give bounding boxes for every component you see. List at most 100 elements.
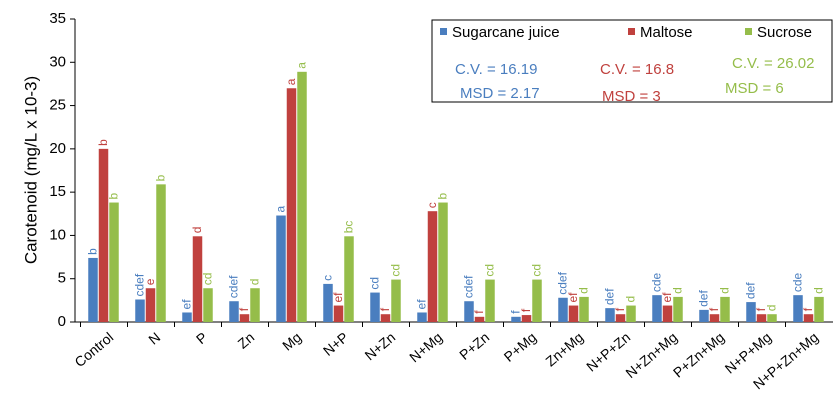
significance-letter: cdef <box>227 275 241 298</box>
significance-letter: cde <box>791 272 805 292</box>
bar <box>239 314 250 322</box>
significance-letter: d <box>718 287 732 294</box>
significance-letter: f <box>378 307 392 311</box>
x-tick-label: N+Zn <box>361 329 398 364</box>
bar <box>568 305 579 322</box>
cv-label: C.V. = 16.8 <box>600 61 674 78</box>
y-tick-label: 30 <box>49 53 66 70</box>
significance-letter: f <box>509 310 523 314</box>
significance-letter: f <box>519 308 533 312</box>
x-tick-label: P <box>193 329 210 347</box>
bar <box>793 295 803 322</box>
bar <box>803 314 814 322</box>
significance-letter: b <box>86 248 100 255</box>
x-tick-label: N+Mg <box>406 329 445 366</box>
bar <box>814 296 824 322</box>
significance-letter: f <box>472 310 486 314</box>
bar <box>485 279 495 322</box>
bar <box>286 88 297 322</box>
bar <box>605 308 615 322</box>
significance-letter: f <box>707 307 721 311</box>
bar <box>720 296 730 322</box>
bar <box>652 295 662 322</box>
significance-letter: cdef <box>133 273 147 296</box>
bar <box>203 288 213 322</box>
significance-letter: b <box>436 193 450 200</box>
bar <box>98 148 109 322</box>
bar <box>344 236 354 322</box>
significance-letter: def <box>697 290 711 307</box>
bar <box>297 71 307 323</box>
bar <box>709 314 720 322</box>
significance-letter: cdef <box>462 275 476 298</box>
bar <box>756 314 767 322</box>
bar <box>145 288 156 322</box>
bar <box>380 314 391 322</box>
bar <box>699 309 709 322</box>
significance-letter: cd <box>368 277 382 290</box>
x-tick-label: P+Zn+Mg <box>670 329 727 381</box>
significance-letter: d <box>765 305 779 312</box>
bar <box>109 202 119 322</box>
bar <box>370 292 380 322</box>
significance-letter: cd <box>389 264 403 277</box>
bar <box>579 296 589 322</box>
legend-swatch <box>745 28 752 35</box>
significance-letter: c <box>321 275 335 281</box>
significance-letter: cde <box>650 272 664 292</box>
bar <box>250 288 260 322</box>
significance-letter: ef <box>566 292 580 303</box>
bar <box>276 215 286 322</box>
msd-label: MSD = 6 <box>725 80 784 97</box>
bar <box>558 297 568 322</box>
y-tick-label: 10 <box>49 226 66 243</box>
y-tick-label: 5 <box>58 270 66 287</box>
significance-letter: b <box>107 193 121 200</box>
bar <box>88 257 98 322</box>
y-tick-label: 0 <box>58 313 66 330</box>
significance-letter: d <box>812 287 826 294</box>
significance-letter: ef <box>180 299 194 310</box>
y-tick-label: 25 <box>49 97 66 114</box>
bar <box>427 211 438 322</box>
significance-letter: e <box>143 278 157 285</box>
x-tick-label: Zn <box>235 329 258 352</box>
x-tick-label: Zn+Mg <box>542 329 586 370</box>
significance-letter: cd <box>483 264 497 277</box>
significance-letter: d <box>624 296 638 303</box>
bar <box>135 299 145 322</box>
x-tick-label: Mg <box>279 329 304 354</box>
bar <box>438 202 448 322</box>
bar <box>156 184 166 322</box>
cv-label: C.V. = 16.19 <box>455 61 537 78</box>
bar <box>615 314 626 322</box>
significance-letter: c <box>425 202 439 208</box>
bar <box>182 312 192 322</box>
bar <box>511 316 521 322</box>
significance-letter: f <box>801 307 815 311</box>
significance-letter: b <box>96 139 110 146</box>
msd-label: MSD = 2.17 <box>460 85 540 102</box>
significance-letter: def <box>603 288 617 305</box>
msd-label: MSD = 3 <box>602 88 661 105</box>
bar <box>532 279 542 322</box>
bar <box>626 305 636 322</box>
significance-letter: def <box>744 282 758 299</box>
bar <box>333 305 344 322</box>
significance-letter: d <box>190 227 204 234</box>
x-tick-label: P+Zn <box>456 329 492 363</box>
y-axis-label: Carotenoid (mg/L x 10-3) <box>21 76 40 264</box>
bar <box>464 301 474 322</box>
significance-letter: f <box>613 307 627 311</box>
bar <box>746 302 756 322</box>
significance-letter: f <box>754 307 768 311</box>
significance-letter: ef <box>415 299 429 310</box>
bar <box>323 283 333 322</box>
significance-letter: b <box>154 174 168 181</box>
bar <box>229 301 239 322</box>
cv-label: C.V. = 26.02 <box>732 55 814 72</box>
significance-letter: a <box>274 206 288 213</box>
x-tick-label: N+P <box>320 329 351 359</box>
y-tick-label: 20 <box>49 140 66 157</box>
